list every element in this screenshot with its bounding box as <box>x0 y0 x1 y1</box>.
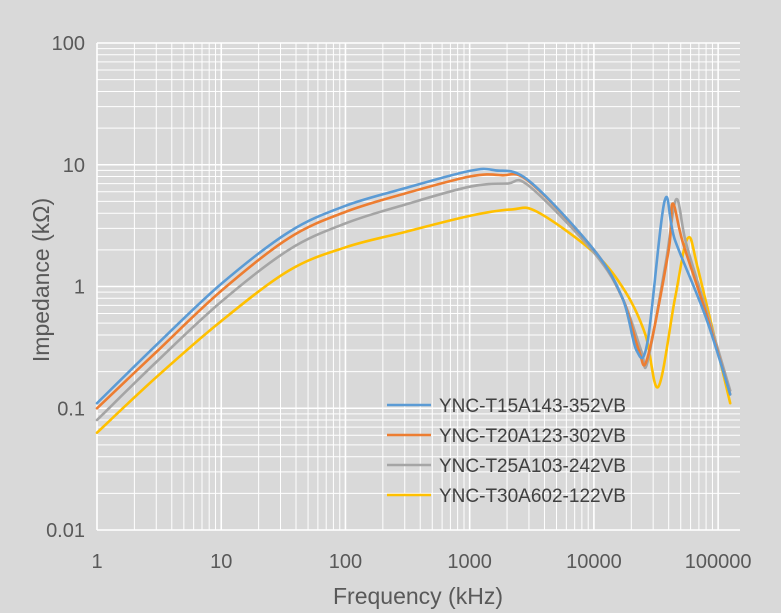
series-line-ync-t20a123-302vb <box>95 172 732 410</box>
series-line-ync-t30a602-122vb <box>95 206 732 434</box>
y-tick-label: 0.1 <box>57 398 85 420</box>
y-tick-label: 10 <box>63 155 85 177</box>
x-tick-label: 100 <box>329 551 362 573</box>
y-axis-title: Impedance (kΩ) <box>28 198 54 362</box>
grid-layer <box>96 42 740 531</box>
legend-label: YNC-T30A602-122VB <box>439 486 626 507</box>
y-tick-label: 100 <box>52 33 85 55</box>
legend-label: YNC-T25A103-242VB <box>439 456 626 477</box>
legend-label: YNC-T20A123-302VB <box>439 426 626 447</box>
y-tick-label: 1 <box>74 277 85 299</box>
x-tick-label: 1 <box>91 551 102 573</box>
x-axis-title: Frequency (kHz) <box>333 583 503 609</box>
series-line-ync-t15a143-352vb <box>95 167 732 405</box>
y-tick-label: 0.01 <box>46 520 85 542</box>
tick-layer: 1 10 100 1000 10000 100000 0.01 0.1 1 10 100 <box>46 33 751 573</box>
x-tick-label: 100000 <box>685 551 752 573</box>
x-tick-label: 10 <box>210 551 232 573</box>
legend: YNC-T15A143-352VB YNC-T20A123-302VB YNC-T2… <box>387 396 626 507</box>
x-tick-label: 1000 <box>447 551 492 573</box>
series-line-ync-t25a103-242vb <box>95 178 732 422</box>
series-layer <box>95 167 732 434</box>
legend-label: YNC-T15A143-352VB <box>439 396 626 417</box>
x-tick-label: 10000 <box>566 551 622 573</box>
